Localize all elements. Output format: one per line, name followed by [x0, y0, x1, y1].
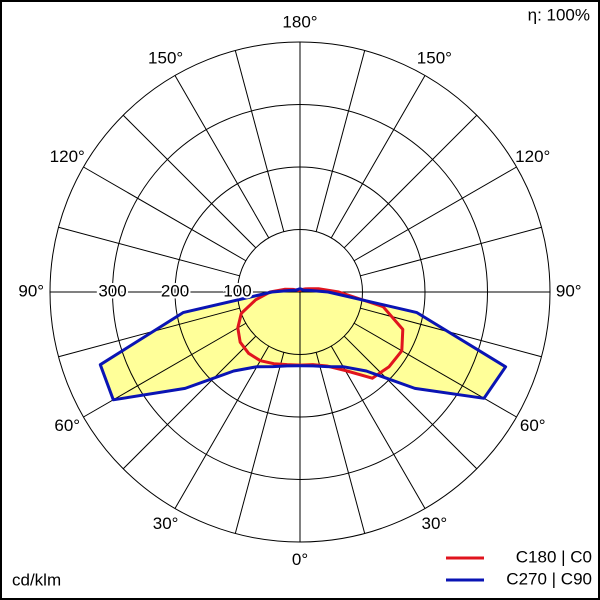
spoke [353, 166, 517, 262]
spoke [360, 226, 542, 277]
spoke [315, 50, 366, 232]
spoke [343, 335, 478, 470]
legend-label: C270 | C90 [506, 569, 592, 588]
spoke [174, 75, 270, 239]
spoke [174, 345, 270, 509]
angle-label: 120° [515, 147, 550, 166]
spoke [315, 352, 366, 534]
spoke [122, 114, 257, 249]
curve [98, 287, 508, 402]
angle-label: 30° [153, 514, 179, 533]
spoke [234, 352, 285, 534]
r-tick-label: 100 [223, 281, 251, 300]
efficiency-label: η: 100% [528, 5, 590, 24]
spoke [353, 322, 517, 418]
angle-label: 90° [556, 281, 582, 300]
angle-label: 30° [422, 514, 448, 533]
angle-label: 60° [520, 416, 546, 435]
spoke [330, 75, 426, 239]
unit-label: cd/klm [12, 570, 61, 589]
angle-label: 150° [417, 49, 452, 68]
spoke [58, 226, 240, 277]
r-tick-label: 200 [161, 281, 189, 300]
legend-label: C180 | C0 [516, 547, 592, 566]
spoke [330, 345, 426, 509]
spoke [343, 114, 478, 249]
curve-fill [100, 288, 506, 400]
angle-label: 0° [292, 550, 308, 569]
spoke [83, 166, 247, 262]
angle-label: 180° [282, 13, 317, 32]
spoke [83, 322, 247, 418]
angle-label: 90° [18, 281, 44, 300]
spoke [234, 50, 285, 232]
angle-label: 150° [148, 49, 183, 68]
spoke [122, 335, 257, 470]
r-tick-label: 300 [98, 281, 126, 300]
angle-label: 120° [50, 147, 85, 166]
angle-label: 60° [54, 416, 80, 435]
